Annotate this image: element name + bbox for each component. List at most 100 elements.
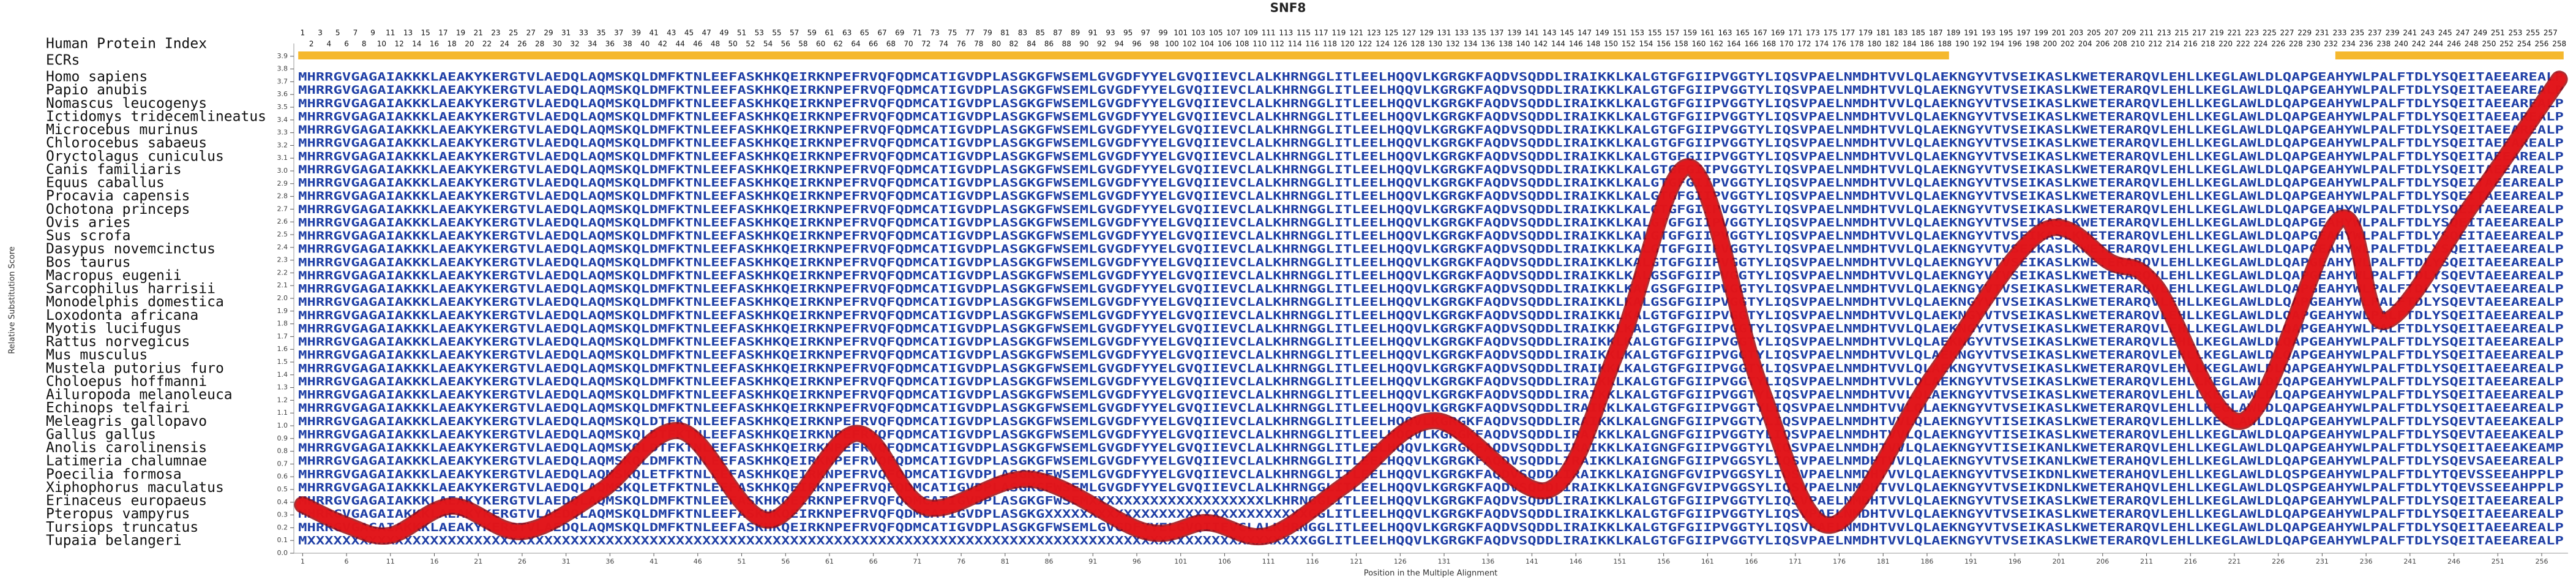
x-tick-label: 26: [518, 557, 526, 565]
ecr-bar: [298, 51, 1949, 59]
y-tick-label: 2.7: [277, 205, 288, 213]
x-tick-label: 21: [474, 557, 482, 565]
index-number: 51: [737, 29, 746, 37]
sequence: MHRRGVGAGAIAKKKLAEAKYKERGTVLAEDQLAQMSKQL…: [298, 216, 2564, 229]
index-number: 197: [2016, 29, 2031, 37]
index-number: 195: [1999, 29, 2013, 37]
y-tick-label: 3.0: [277, 167, 288, 175]
index-number: 204: [2078, 40, 2092, 48]
index-number: 134: [1464, 40, 1478, 48]
y-tick-label: 2.1: [277, 281, 288, 289]
species-label: Ochotona princeps: [46, 202, 190, 217]
index-number: 242: [2412, 40, 2426, 48]
index-number: 141: [1525, 29, 1539, 37]
index-number: 192: [1973, 40, 1987, 48]
index-number: 61: [825, 29, 834, 37]
x-tick-label: 226: [2272, 557, 2285, 565]
x-tick-label: 41: [650, 557, 658, 565]
index-number: 237: [2368, 29, 2382, 37]
index-number: 121: [1349, 29, 1363, 37]
index-number: 223: [2245, 29, 2259, 37]
index-number: 173: [1806, 29, 1820, 37]
y-tick-label: 0.7: [277, 459, 288, 467]
y-tick-label: 2.8: [277, 192, 288, 200]
sequence: MHRRGVGAGAIAKKKLAEAKYKERGTVLAEDQLAQMSKQL…: [298, 428, 2564, 441]
species-label: Tupaia belangeri: [46, 533, 182, 549]
sequence: MHRRGVGAGAIAKKKLAEAKYKERGTVLAEDQLAQMSKQL…: [298, 189, 2564, 203]
species-label: Ovis aries: [46, 214, 130, 230]
sequence: MHRRGVGAGAIAKKKLAEAKYKERGTVLAEDQLAQMSKQL…: [298, 375, 2564, 388]
index-number: 144: [1551, 40, 1565, 48]
index-number: 241: [2403, 29, 2417, 37]
x-tick-label: 61: [825, 557, 834, 565]
index-number: 250: [2482, 40, 2496, 48]
x-tick-label: 36: [605, 557, 614, 565]
y-tick-label: 1.0: [277, 421, 288, 429]
sequence: MHRRGVGAGAIAKKKLAEAKYKERGTVLAEDQLAQMSKQL…: [298, 521, 2564, 534]
index-number: 183: [1893, 29, 1908, 37]
sequence: MHRRGVGAGAIAKKKLAEAKYKERGTVLAEDQLAQMSKQL…: [298, 243, 2564, 256]
index-number: 34: [588, 40, 597, 48]
index-number: 228: [2289, 40, 2303, 48]
x-tick-label: 1: [301, 557, 305, 565]
index-number: 23: [491, 29, 500, 37]
index-number: 178: [1850, 40, 1864, 48]
index-number: 203: [2069, 29, 2083, 37]
species-label: Dasypus novemcinctus: [46, 241, 215, 257]
index-number: 21: [474, 29, 483, 37]
sequence: MHRRGVGAGAIAKKKLAEAKYKERGTVLAEDQLAQMSKQL…: [298, 176, 2564, 190]
ecr-label: ECRs: [46, 53, 80, 69]
index-number: 174: [1814, 40, 1829, 48]
species-label: Oryctolagus cuniculus: [46, 148, 224, 164]
index-number: 91: [1088, 29, 1098, 37]
species-label: Nomascus leucogenys: [46, 96, 207, 111]
x-tick-label: 56: [781, 557, 790, 565]
x-tick-label: 246: [2447, 557, 2460, 565]
x-tick-label: 216: [2184, 557, 2197, 565]
index-number: 238: [2376, 40, 2391, 48]
sequence: MHRRGVGAGAIAKKKLAEAKYKERGTVLAEDQLAQMSKQL…: [298, 229, 2564, 243]
species-label: Mus musculus: [46, 347, 148, 363]
index-number: 149: [1595, 29, 1609, 37]
index-number: 150: [1604, 40, 1618, 48]
score-line: [296, 72, 2566, 544]
sequence: MHRRGVGAGAIAKKKLAEAKYKERGTVLAEDQLAQMSKQL…: [298, 507, 2564, 521]
species-label: Sarcophilus harrisii: [46, 281, 215, 297]
index-number: 202: [2061, 40, 2075, 48]
x-axis-title: Position in the Multiple Alignment: [1364, 569, 1498, 578]
index-number: 138: [1499, 40, 1513, 48]
index-number: 80: [992, 40, 1001, 48]
index-number: 229: [2297, 29, 2312, 37]
index-number: 157: [1665, 29, 1679, 37]
x-tick-label: 221: [2228, 557, 2241, 565]
index-number: 211: [2140, 29, 2154, 37]
y-tick-label: 3.1: [277, 154, 288, 162]
y-tick-label: 2.0: [277, 294, 288, 302]
x-tick-label: 81: [1001, 557, 1009, 565]
sequence: MHRRGVGAGAIAKKKLAEAKYKERGTVLAEDQLAQMSKQL…: [298, 494, 2564, 508]
species-label: Procavia capensis: [46, 188, 190, 204]
index-number: 219: [2210, 29, 2224, 37]
index-number: 198: [2026, 40, 2040, 48]
y-tick-label: 0.6: [277, 472, 288, 480]
species-label: Erinaceus europaeus: [46, 493, 207, 509]
index-number: 12: [394, 40, 403, 48]
chart-title: SNF8: [1270, 1, 1306, 15]
x-tick-label: 166: [1745, 557, 1758, 565]
index-number: 31: [561, 29, 571, 37]
index-number: 187: [1929, 29, 1943, 37]
index-number: 255: [2526, 29, 2540, 37]
index-number: 126: [1393, 40, 1407, 48]
index-number: 82: [1009, 40, 1019, 48]
index-number: 37: [614, 29, 623, 37]
index-number: 103: [1191, 29, 1205, 37]
index-number: 254: [2517, 40, 2531, 48]
sequence: MHRRGVGAGAIAKKKLAEAKYKERGTVLAEDQLAQMSKQL…: [298, 335, 2564, 349]
index-number: 230: [2307, 40, 2321, 48]
index-number: 46: [693, 40, 702, 48]
index-number: 99: [1158, 29, 1167, 37]
index-number: 38: [623, 40, 632, 48]
sequence: MHRRGVGAGAIAKKKLAEAKYKERGTVLAEDQLAQMSKQL…: [298, 467, 2564, 481]
index-number: 231: [2315, 29, 2329, 37]
index-number: 8: [362, 40, 367, 48]
